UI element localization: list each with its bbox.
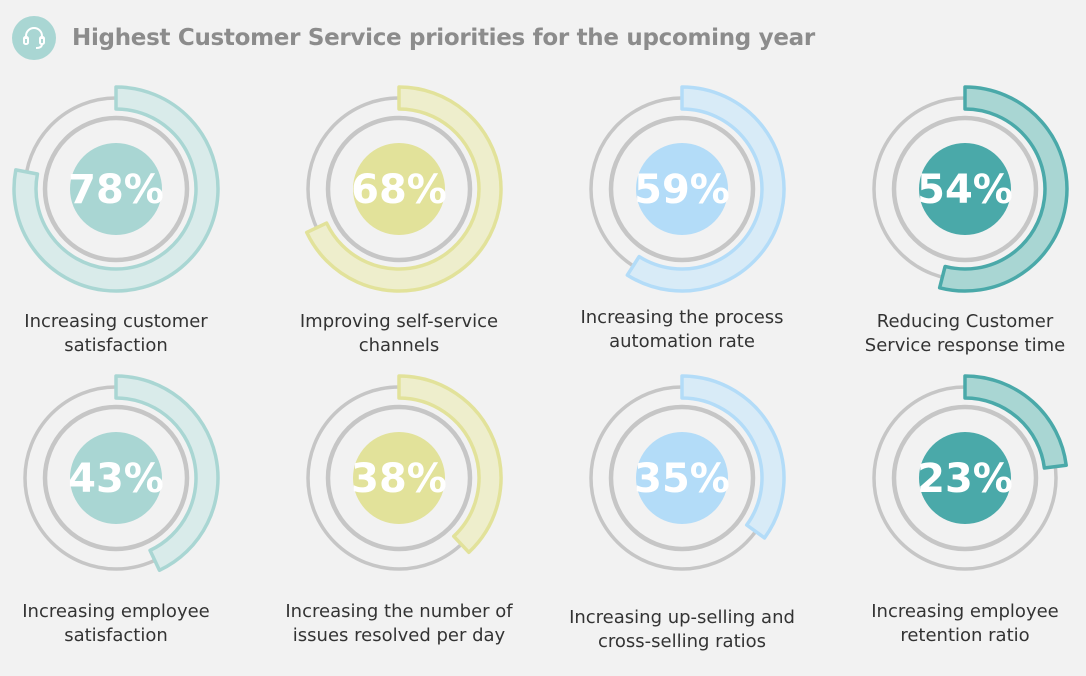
header: Highest Customer Service priorities for … (12, 16, 815, 60)
donut-1: 78% (12, 85, 220, 293)
chart-title: Highest Customer Service priorities for … (72, 25, 815, 51)
donut-category-label: Increasing the process automation rate (580, 307, 784, 352)
headset-icon (12, 16, 56, 60)
donut-value-label: 59% (634, 167, 730, 213)
donut-center (70, 143, 162, 235)
donut-value-arc (937, 85, 1069, 293)
donut-value-label: 23% (917, 456, 1013, 502)
donut-center (353, 143, 445, 235)
donut-value-label: 38% (351, 456, 447, 502)
donut-4: 54% (872, 85, 1069, 293)
donut-3: 59% (589, 85, 786, 293)
donut-value-label: 35% (634, 456, 730, 502)
donut-value-arc (114, 374, 220, 573)
donut-value-arc (304, 85, 503, 293)
donut-value-arc (625, 85, 786, 293)
donut-value-label: 78% (68, 167, 164, 213)
donut-inner-ring (325, 115, 473, 263)
donut-8: 23% (872, 374, 1068, 571)
donut-category-label: Reducing Customer Service response time (864, 311, 1066, 356)
donut-value-label: 68% (351, 167, 447, 213)
donut-inner-ring (325, 404, 473, 552)
donut-center (636, 143, 728, 235)
donut-2: 68% (304, 85, 503, 293)
donut-center (353, 432, 445, 524)
donut-inner-ring (42, 115, 190, 263)
donut-center (919, 143, 1011, 235)
donut-value-arc (963, 374, 1068, 470)
donut-5: 43% (23, 374, 220, 573)
donut-category-label: Improving self-service channels (299, 311, 499, 356)
donut-center (636, 432, 728, 524)
donut-value-arc (397, 374, 503, 555)
donut-category-label: Increasing employee retention ratio (871, 601, 1059, 646)
donut-category-label: Increasing up-selling and cross-selling … (569, 607, 795, 652)
donut-center (919, 432, 1011, 524)
donut-category-label: Increasing employee satisfaction (22, 601, 210, 646)
donut-value-label: 43% (68, 456, 164, 502)
donut-inner-ring (608, 404, 756, 552)
donut-value-label: 54% (917, 167, 1013, 213)
donut-6: 38% (306, 374, 503, 571)
donut-value-arc (12, 85, 220, 293)
donut-inner-ring (891, 404, 1039, 552)
donut-inner-ring (42, 404, 190, 552)
donut-inner-ring (891, 115, 1039, 263)
donut-category-label: Increasing the number of issues resolved… (285, 601, 513, 646)
donut-value-arc (680, 374, 786, 540)
donut-center (70, 432, 162, 524)
donut-category-label: Increasing customer satisfaction (24, 311, 208, 356)
donut-inner-ring (608, 115, 756, 263)
donut-7: 35% (589, 374, 786, 571)
